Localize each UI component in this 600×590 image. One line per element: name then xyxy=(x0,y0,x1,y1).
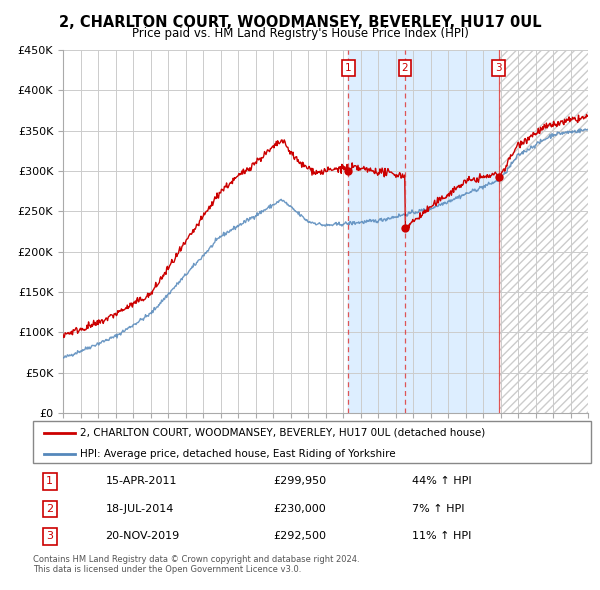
Text: 3: 3 xyxy=(495,63,502,73)
Text: £292,500: £292,500 xyxy=(273,531,326,541)
Text: 2: 2 xyxy=(401,63,408,73)
Text: 11% ↑ HPI: 11% ↑ HPI xyxy=(412,531,472,541)
Bar xyxy=(499,50,588,413)
Text: £230,000: £230,000 xyxy=(273,504,326,514)
Text: £299,950: £299,950 xyxy=(273,477,326,487)
Text: 3: 3 xyxy=(46,531,53,541)
Text: Contains HM Land Registry data © Crown copyright and database right 2024.: Contains HM Land Registry data © Crown c… xyxy=(33,555,359,563)
FancyBboxPatch shape xyxy=(33,421,591,463)
Text: Price paid vs. HM Land Registry's House Price Index (HPI): Price paid vs. HM Land Registry's House … xyxy=(131,27,469,40)
Text: 1: 1 xyxy=(46,477,53,487)
Text: 18-JUL-2014: 18-JUL-2014 xyxy=(106,504,174,514)
Text: 7% ↑ HPI: 7% ↑ HPI xyxy=(412,504,465,514)
Text: 44% ↑ HPI: 44% ↑ HPI xyxy=(412,477,472,487)
Text: 2: 2 xyxy=(46,504,53,514)
Text: 2, CHARLTON COURT, WOODMANSEY, BEVERLEY, HU17 0UL (detached house): 2, CHARLTON COURT, WOODMANSEY, BEVERLEY,… xyxy=(80,428,485,438)
Bar xyxy=(499,50,588,413)
Text: 2, CHARLTON COURT, WOODMANSEY, BEVERLEY, HU17 0UL: 2, CHARLTON COURT, WOODMANSEY, BEVERLEY,… xyxy=(59,15,541,30)
Text: 20-NOV-2019: 20-NOV-2019 xyxy=(106,531,180,541)
Text: This data is licensed under the Open Government Licence v3.0.: This data is licensed under the Open Gov… xyxy=(33,565,301,574)
Bar xyxy=(405,50,499,413)
Text: 1: 1 xyxy=(345,63,352,73)
Bar xyxy=(348,50,405,413)
Text: 15-APR-2011: 15-APR-2011 xyxy=(106,477,177,487)
Text: HPI: Average price, detached house, East Riding of Yorkshire: HPI: Average price, detached house, East… xyxy=(80,449,396,459)
